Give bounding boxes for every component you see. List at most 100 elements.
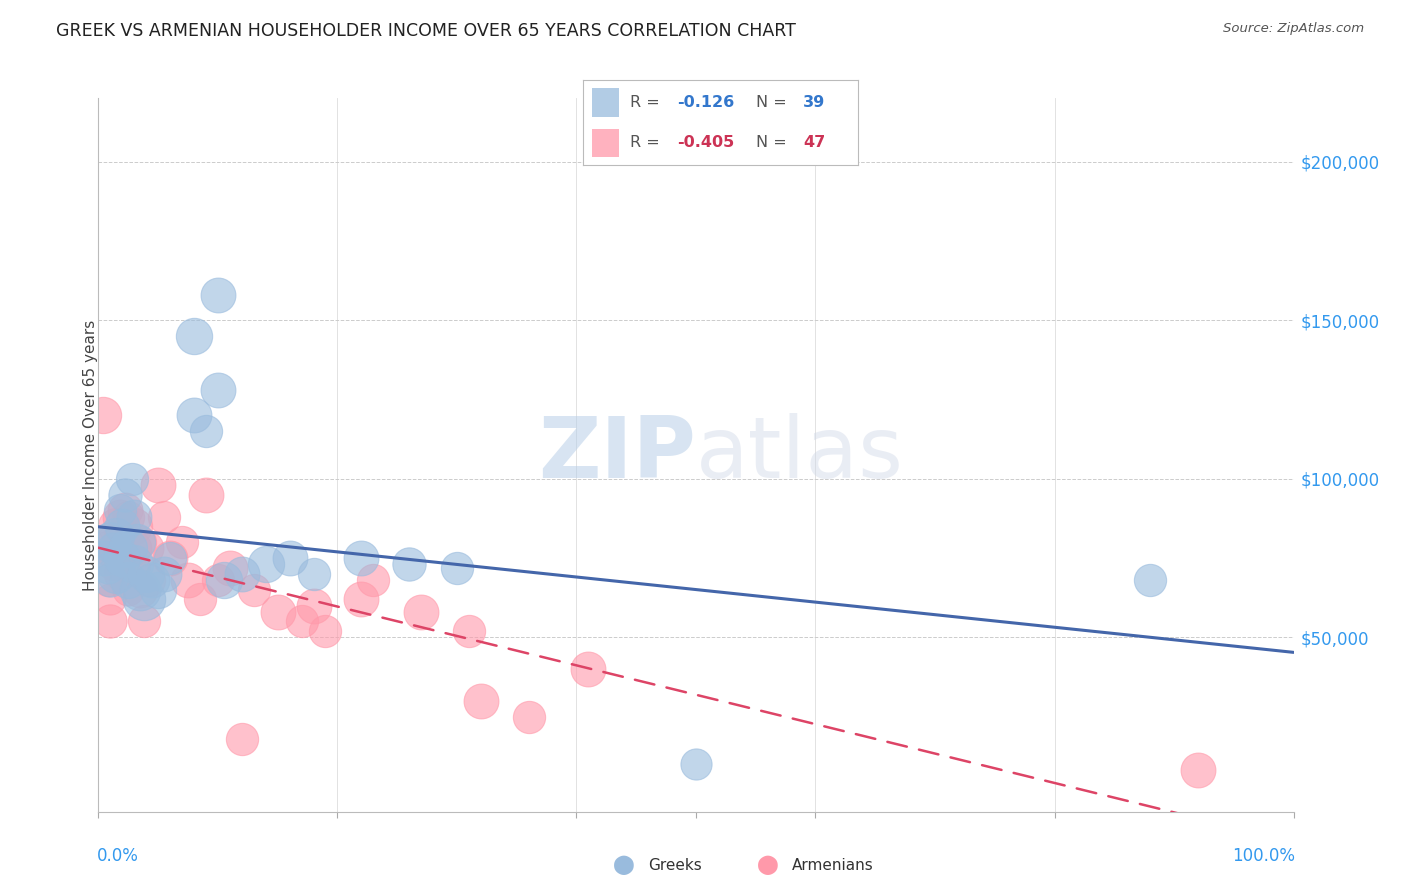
Point <box>114 487 136 501</box>
Point <box>111 519 134 533</box>
Point <box>212 573 235 587</box>
Point <box>124 509 146 524</box>
Point <box>135 566 157 581</box>
Point <box>108 503 131 517</box>
Text: R =: R = <box>630 95 659 110</box>
Point <box>153 509 176 524</box>
Point <box>363 573 385 587</box>
Point <box>576 662 599 676</box>
Point <box>194 424 218 438</box>
Point <box>105 529 128 543</box>
Point <box>97 541 120 556</box>
Point <box>458 624 481 638</box>
Point <box>411 605 433 619</box>
Point <box>172 535 194 549</box>
Point <box>108 566 131 581</box>
Text: ZIP: ZIP <box>538 413 696 497</box>
Point <box>132 592 155 607</box>
Point <box>188 592 211 607</box>
Point <box>121 472 143 486</box>
Point <box>1187 764 1209 778</box>
FancyBboxPatch shape <box>592 88 619 117</box>
Point <box>470 694 492 708</box>
Point <box>267 605 290 619</box>
Point <box>177 573 200 587</box>
Point <box>141 573 163 587</box>
Point <box>129 582 152 597</box>
Point <box>101 558 124 572</box>
Point <box>302 566 325 581</box>
Point <box>517 709 540 723</box>
Point <box>446 560 468 574</box>
Point <box>111 551 134 566</box>
Point <box>135 541 157 556</box>
Point <box>207 573 229 587</box>
Point <box>685 757 707 772</box>
Point <box>98 615 122 629</box>
Point <box>93 551 115 566</box>
Text: Greeks: Greeks <box>648 858 702 872</box>
Text: ⬤: ⬤ <box>613 855 636 875</box>
Text: 0.0%: 0.0% <box>97 847 139 864</box>
Text: 100.0%: 100.0% <box>1232 847 1295 864</box>
Point <box>1139 573 1161 587</box>
Point <box>315 624 337 638</box>
Point <box>97 573 120 587</box>
Point <box>124 558 146 572</box>
Text: atlas: atlas <box>696 413 904 497</box>
Point <box>105 519 128 533</box>
Point <box>114 551 136 566</box>
Point <box>183 409 205 423</box>
Point <box>111 529 134 543</box>
Point <box>148 582 170 597</box>
Point <box>159 551 181 566</box>
Point <box>183 329 205 343</box>
Point <box>101 541 124 556</box>
Point <box>153 566 176 581</box>
Point <box>219 560 242 574</box>
Point <box>194 487 218 501</box>
Text: 39: 39 <box>803 95 825 110</box>
Text: N =: N = <box>756 136 787 151</box>
Text: Armenians: Armenians <box>792 858 873 872</box>
Point <box>108 509 131 524</box>
Point <box>91 409 114 423</box>
Point <box>114 503 136 517</box>
Point <box>138 573 160 587</box>
Point <box>291 615 314 629</box>
Point <box>117 582 139 597</box>
Point <box>117 509 139 524</box>
Text: 47: 47 <box>803 136 825 151</box>
Text: ⬤: ⬤ <box>756 855 779 875</box>
Text: N =: N = <box>756 95 787 110</box>
Point <box>243 582 266 597</box>
Point <box>398 558 420 572</box>
Text: -0.405: -0.405 <box>676 136 734 151</box>
Text: R =: R = <box>630 136 659 151</box>
Point <box>125 535 148 549</box>
Point <box>207 383 229 397</box>
Point <box>98 535 122 549</box>
Point <box>350 551 373 566</box>
Point <box>148 478 170 492</box>
Point <box>98 592 122 607</box>
Point <box>121 560 143 574</box>
Point <box>105 541 128 556</box>
Point <box>105 566 128 581</box>
Point <box>207 287 229 301</box>
Y-axis label: Householder Income Over 65 years: Householder Income Over 65 years <box>83 319 97 591</box>
Point <box>231 731 253 746</box>
Point <box>129 535 152 549</box>
Point <box>350 592 373 607</box>
Point <box>98 573 122 587</box>
Point <box>124 519 146 533</box>
Point <box>132 615 155 629</box>
Point <box>278 551 301 566</box>
Point <box>124 541 146 556</box>
Text: GREEK VS ARMENIAN HOUSEHOLDER INCOME OVER 65 YEARS CORRELATION CHART: GREEK VS ARMENIAN HOUSEHOLDER INCOME OVE… <box>56 22 796 40</box>
Point <box>129 582 152 597</box>
Point <box>159 551 181 566</box>
Point <box>302 599 325 613</box>
Point <box>254 558 277 572</box>
FancyBboxPatch shape <box>592 128 619 157</box>
